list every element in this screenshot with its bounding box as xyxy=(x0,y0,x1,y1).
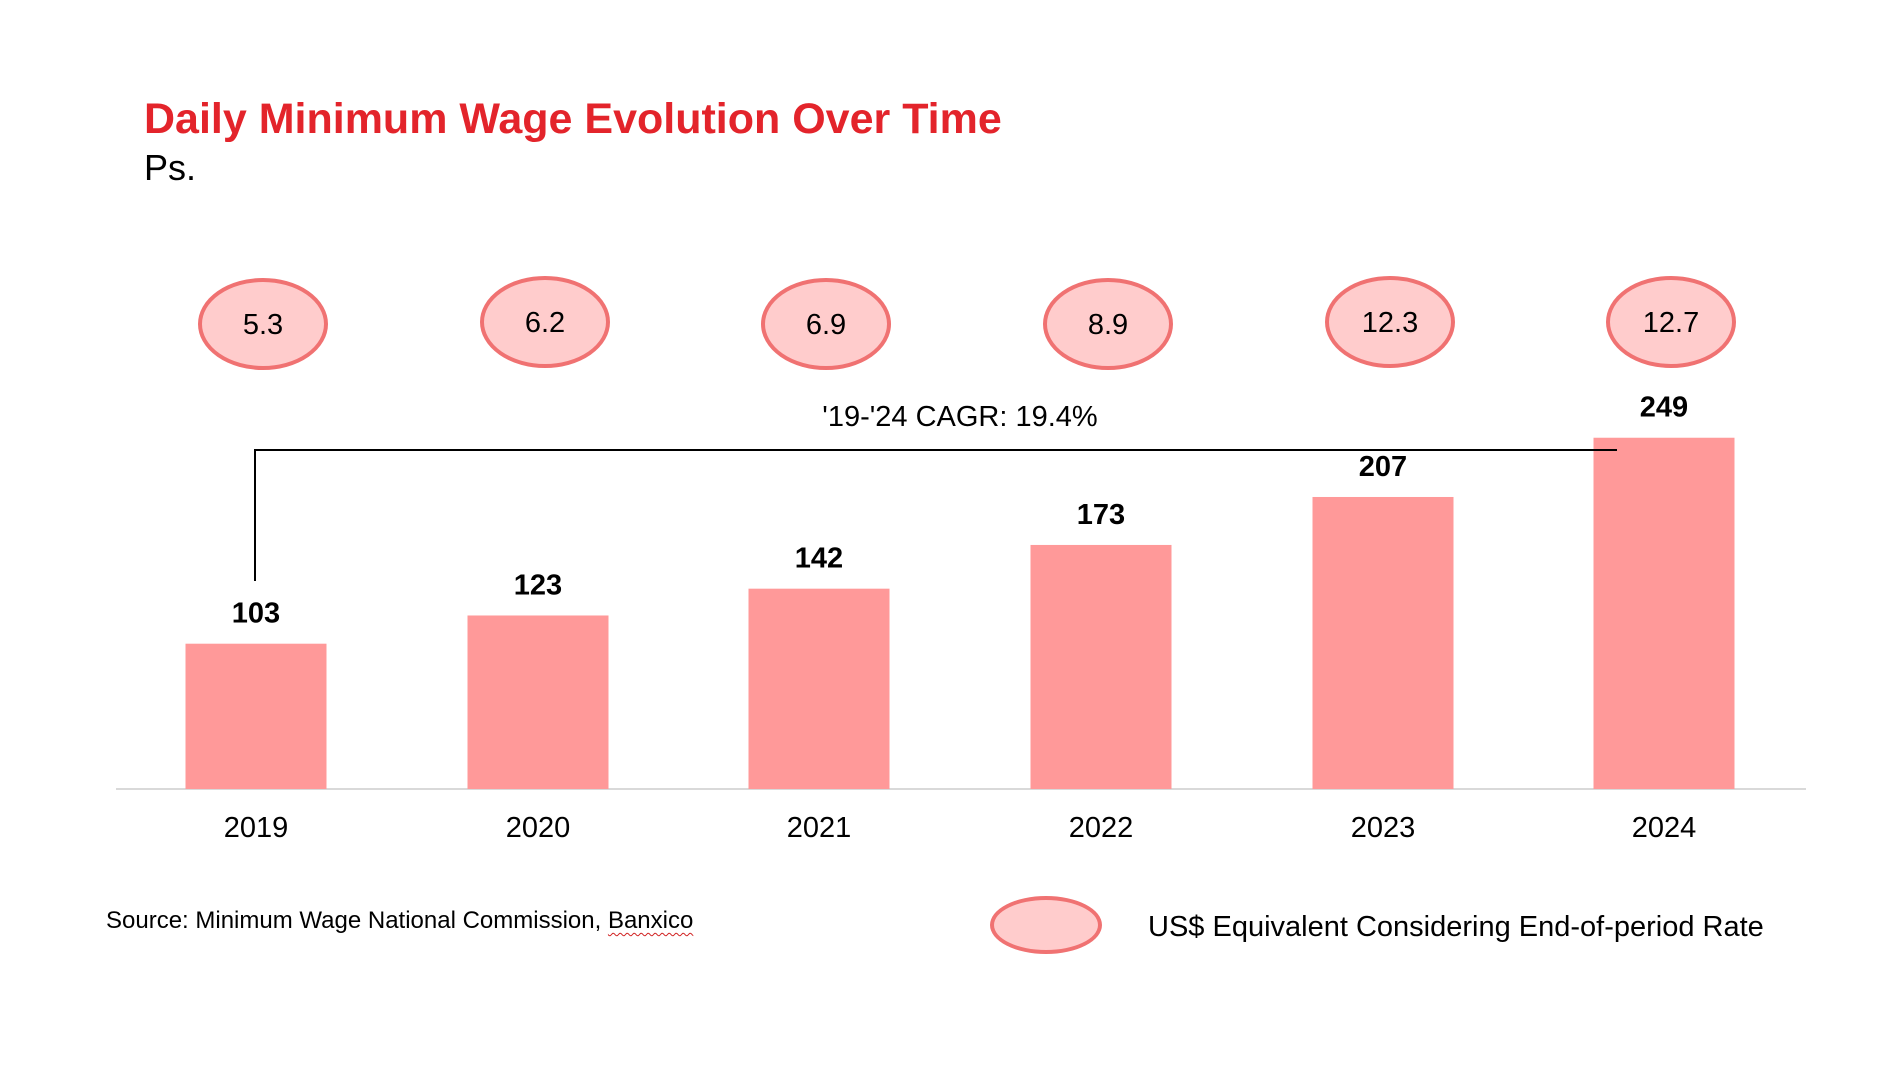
bar-value-label: 173 xyxy=(1077,499,1125,531)
cagr-label: '19-'24 CAGR: 19.4% xyxy=(822,401,1097,433)
chart-title: Daily Minimum Wage Evolution Over Time xyxy=(144,95,1002,143)
usd-value-label: 6.9 xyxy=(806,309,846,341)
bar-2021 xyxy=(748,588,890,789)
bar-2022 xyxy=(1030,544,1172,789)
usd-value-label: 12.3 xyxy=(1362,307,1418,339)
bar-value-label: 142 xyxy=(795,543,843,575)
usd-oval xyxy=(198,278,328,370)
bar-2020 xyxy=(467,615,609,789)
x-tick-label: 2020 xyxy=(506,812,571,844)
usd-value-label: 6.2 xyxy=(525,307,565,339)
usd-value-label: 5.3 xyxy=(243,309,283,341)
bar-value-label: 123 xyxy=(514,569,562,601)
x-tick-label: 2024 xyxy=(1632,812,1697,844)
legend-oval-icon xyxy=(990,896,1102,954)
chart-subtitle: Ps. xyxy=(144,147,197,188)
bar-value-label: 103 xyxy=(232,598,280,630)
source-note: Source: Minimum Wage National Commission… xyxy=(106,907,693,935)
usd-value-label: 8.9 xyxy=(1088,309,1128,341)
source-banxico: Banxico xyxy=(607,907,694,934)
usd-oval xyxy=(480,276,610,368)
bar-2019 xyxy=(185,643,327,789)
usd-value-label: 12.7 xyxy=(1643,307,1699,339)
usd-oval xyxy=(761,278,891,370)
source-prefix: Source: Minimum Wage National Commission… xyxy=(106,907,608,934)
cagr-bracket xyxy=(254,449,1617,581)
legend-label: US$ Equivalent Considering End-of-period… xyxy=(1148,911,1764,943)
usd-oval xyxy=(1606,276,1736,368)
usd-oval xyxy=(1325,276,1455,368)
bar-2023 xyxy=(1312,496,1454,789)
x-tick-label: 2019 xyxy=(224,812,289,844)
x-tick-label: 2022 xyxy=(1069,812,1134,844)
bar-value-label: 249 xyxy=(1640,392,1688,424)
x-tick-label: 2023 xyxy=(1351,812,1416,844)
bar-2024 xyxy=(1593,437,1735,789)
x-tick-label: 2021 xyxy=(787,812,852,844)
usd-oval xyxy=(1043,278,1173,370)
bar-value-label: 207 xyxy=(1359,451,1407,483)
